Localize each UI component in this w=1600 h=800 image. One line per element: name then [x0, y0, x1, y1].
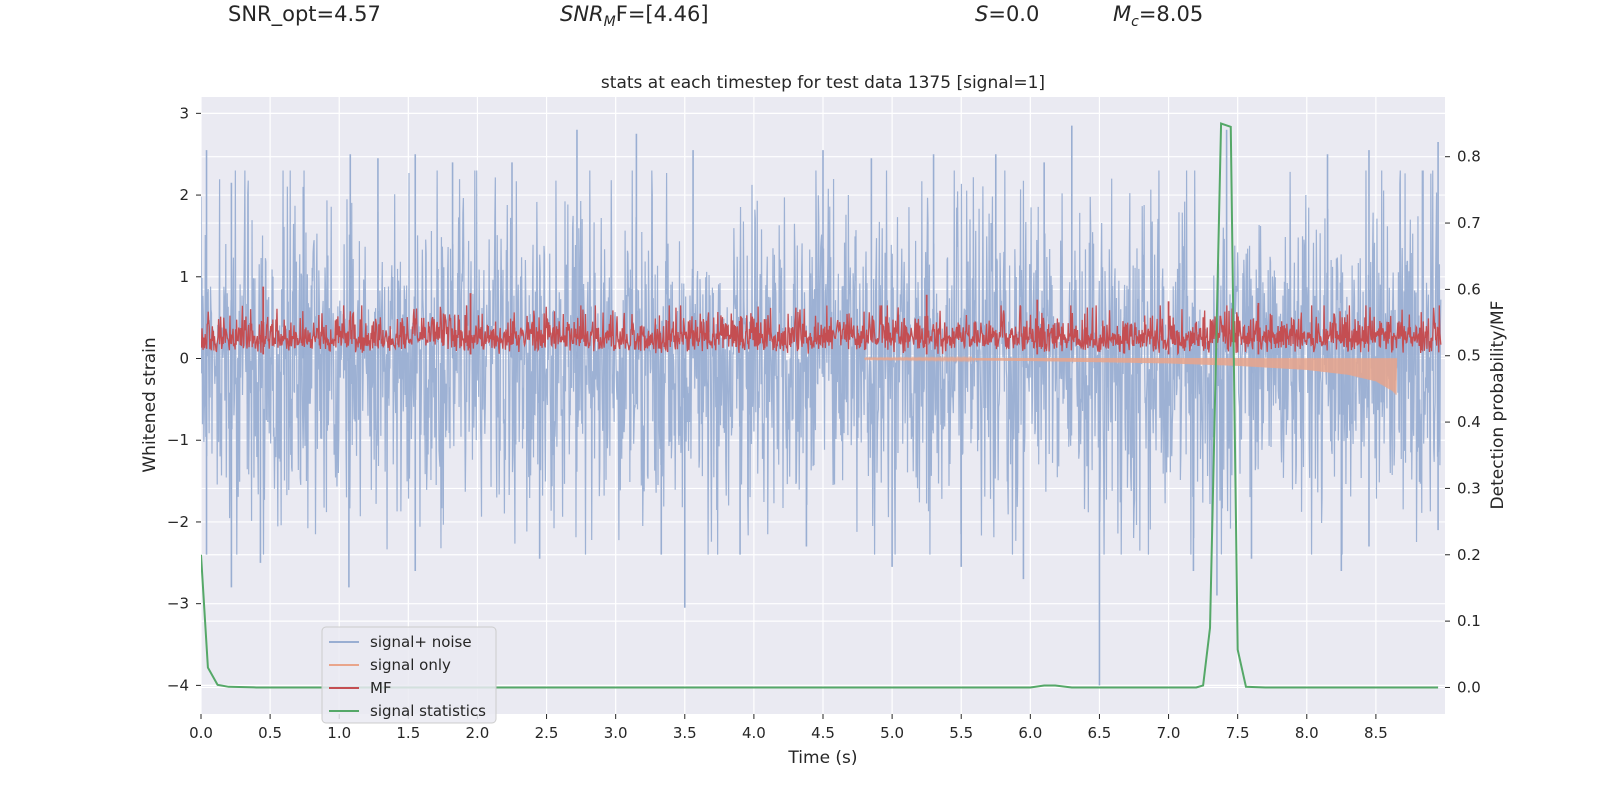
mc-value-label: Mc=8.05 — [1113, 2, 1204, 31]
snr-mf-label: SNRMF=[4.46] — [560, 2, 709, 31]
x-tick-label: 1.0 — [327, 724, 351, 742]
y-right-tick-label: 0.5 — [1457, 347, 1481, 365]
x-tick-label: 7.5 — [1226, 724, 1250, 742]
x-tick-label: 8.5 — [1364, 724, 1388, 742]
s-value-label: S=0.0 — [975, 2, 1040, 26]
y-axis-ticks: 3 2 1 0 −1 −2 −3 −4 — [167, 104, 201, 694]
y-tick-label: 0 — [179, 350, 189, 368]
signal-trace — [863, 355, 1398, 395]
legend-label: MF — [370, 679, 392, 697]
stats-trace — [201, 122, 1439, 689]
x-tick-label: 3.5 — [673, 724, 697, 742]
x-tick-label: 2.0 — [466, 724, 490, 742]
x-tick-label: 0.0 — [189, 724, 213, 742]
y-right-axis-label: Detection probability/MF — [1488, 301, 1508, 510]
y-right-axis-ticks: 0.8 0.7 0.6 0.5 0.4 0.3 0.2 0.1 0.0 — [1445, 148, 1481, 696]
series-signal-statistics — [201, 122, 1439, 689]
y-right-tick-label: 0.8 — [1457, 148, 1481, 166]
y-right-tick-label: 0.1 — [1457, 612, 1481, 630]
x-tick-label: 1.5 — [396, 724, 420, 742]
x-tick-label: 4.5 — [811, 724, 835, 742]
y-right-tick-label: 0.2 — [1457, 546, 1481, 564]
legend-box — [321, 626, 497, 724]
y-right-tick-label: 0.0 — [1457, 678, 1481, 696]
x-tick-label: 5.5 — [949, 724, 973, 742]
x-tick-label: 8.0 — [1295, 724, 1319, 742]
x-tick-label: 2.5 — [535, 724, 559, 742]
x-tick-label: 4.0 — [742, 724, 766, 742]
y-right-tick-label: 0.7 — [1457, 214, 1481, 232]
y-axis-label: Whitened strain — [140, 337, 160, 472]
y-right-tick-label: 0.6 — [1457, 280, 1481, 298]
y-tick-label: 1 — [179, 268, 189, 286]
legend-label: signal statistics — [370, 702, 486, 720]
legend-label: signal+ noise — [370, 633, 472, 651]
x-axis-label: Time (s) — [787, 748, 857, 768]
x-tick-label: 6.0 — [1018, 724, 1042, 742]
x-tick-label: 3.0 — [604, 724, 628, 742]
x-axis-ticks: 0.0 0.5 1.0 1.5 2.0 2.5 3.0 3.5 4.0 4.5 5.0 5.5 6.0 6… — [189, 714, 1388, 742]
y-tick-label: 2 — [179, 186, 189, 204]
legend-label: signal only — [370, 656, 451, 674]
y-tick-label: −1 — [167, 431, 189, 449]
x-tick-label: 7.0 — [1157, 724, 1181, 742]
y-tick-label: −2 — [167, 513, 189, 531]
y-right-tick-label: 0.3 — [1457, 479, 1481, 497]
y-tick-label: −3 — [167, 595, 189, 613]
x-tick-label: 5.0 — [880, 724, 904, 742]
legend: signal+ noise signal only MF signal statist… — [321, 626, 497, 724]
chart-title: stats at each timestep for test data 137… — [601, 73, 1045, 93]
y-tick-label: −4 — [167, 676, 189, 694]
snr-opt-label: SNR_opt=4.57 — [228, 2, 381, 26]
y-right-tick-label: 0.4 — [1457, 413, 1481, 431]
x-tick-label: 6.5 — [1088, 724, 1112, 742]
series-signal-only — [863, 355, 1398, 395]
x-tick-label: 0.5 — [258, 724, 282, 742]
y-tick-label: 3 — [179, 104, 189, 122]
